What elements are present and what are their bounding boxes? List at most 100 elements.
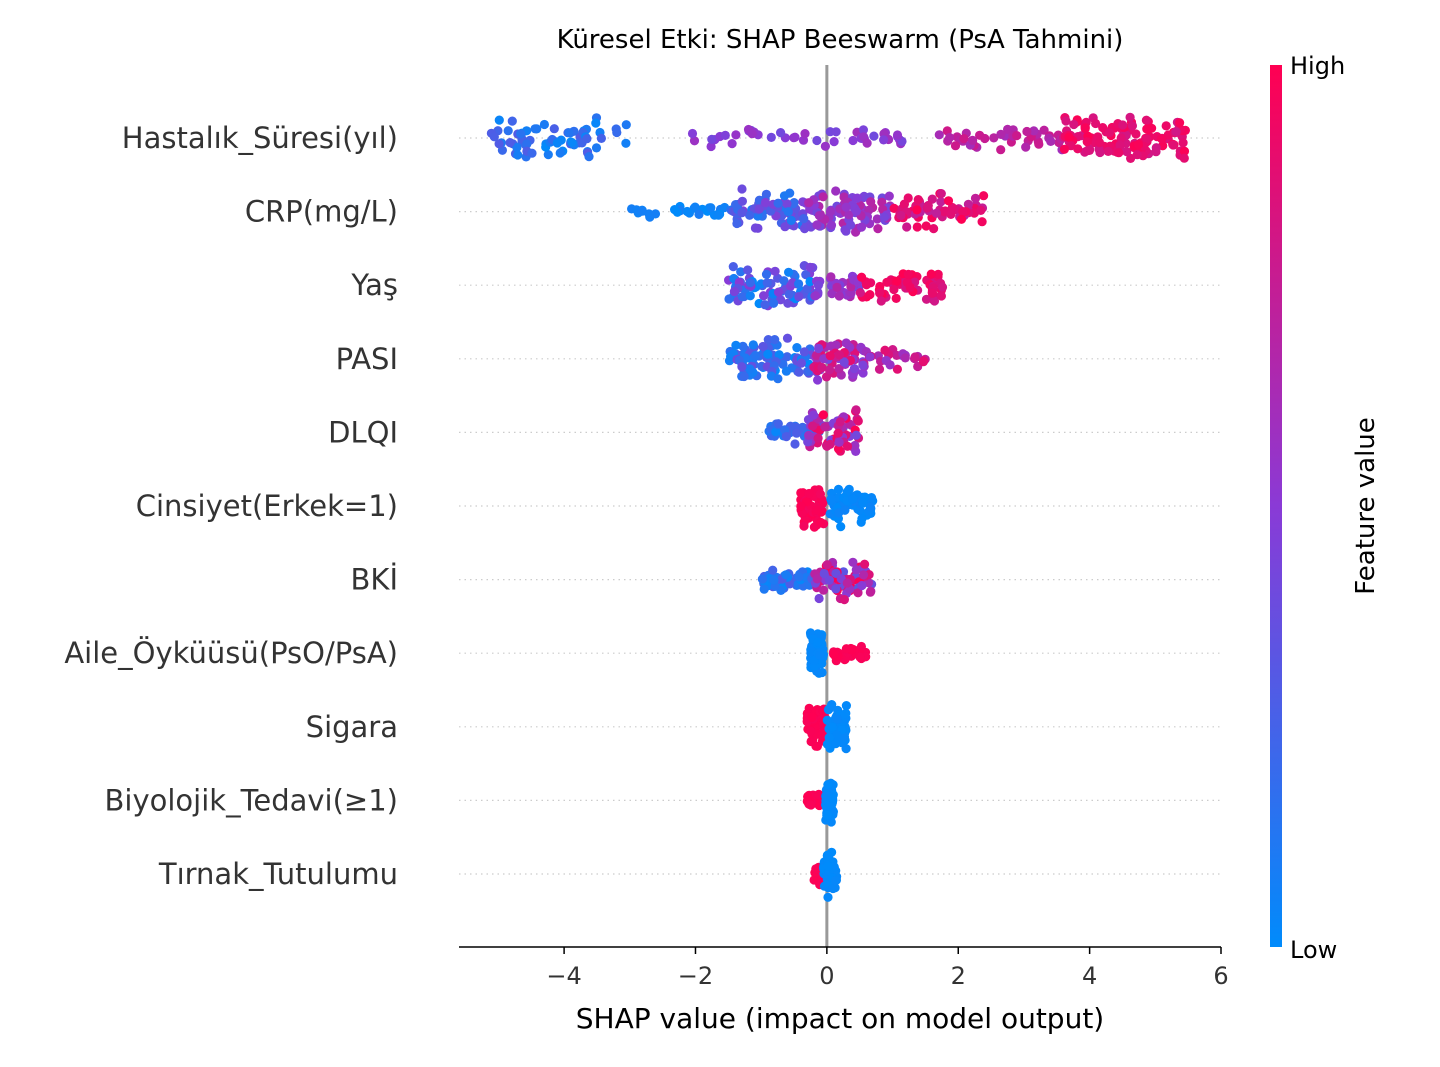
shap-point bbox=[760, 197, 771, 208]
shap-point bbox=[650, 209, 661, 219]
shap-point bbox=[812, 574, 822, 584]
shap-point bbox=[786, 215, 796, 225]
shap-point bbox=[780, 222, 790, 232]
shap-point bbox=[788, 199, 798, 209]
shap-point bbox=[873, 224, 883, 234]
shap-point bbox=[682, 206, 692, 217]
shap-point bbox=[621, 138, 631, 148]
shap-point bbox=[815, 489, 826, 499]
shap-point bbox=[799, 521, 809, 531]
shap-point bbox=[813, 637, 823, 647]
shap-point bbox=[840, 709, 850, 719]
shap-point bbox=[829, 649, 839, 659]
shap-point bbox=[706, 141, 716, 152]
shap-point bbox=[831, 127, 841, 137]
shap-point bbox=[818, 410, 829, 420]
shap-point bbox=[816, 517, 826, 528]
shap-point bbox=[812, 135, 822, 146]
shap-point bbox=[714, 210, 724, 220]
shap-point bbox=[799, 214, 809, 224]
x-ticks: −4 −2 0 2 4 6 bbox=[546, 947, 1229, 990]
shap-point bbox=[834, 437, 844, 447]
shap-point bbox=[637, 206, 647, 216]
shap-point bbox=[516, 129, 526, 139]
shap-point bbox=[552, 138, 562, 148]
shap-point bbox=[1012, 131, 1022, 141]
shap-point bbox=[808, 410, 819, 420]
chart-title: Küresel Etki: SHAP Beeswarm (PsA Tahmini… bbox=[557, 25, 1124, 55]
shap-point bbox=[865, 352, 875, 362]
shap-point bbox=[737, 362, 747, 372]
shap-point bbox=[564, 128, 574, 138]
shap-point bbox=[539, 119, 550, 130]
shap-point bbox=[779, 276, 789, 286]
shap-point bbox=[805, 276, 815, 287]
colorbar-title: Feature value bbox=[1351, 417, 1381, 595]
shap-point bbox=[745, 210, 755, 220]
shap-point bbox=[818, 192, 828, 202]
shap-point bbox=[750, 350, 761, 361]
shap-point bbox=[926, 269, 936, 279]
shap-point bbox=[839, 732, 850, 742]
shap-point bbox=[825, 439, 835, 449]
shap-point bbox=[813, 280, 824, 290]
shap-point bbox=[976, 205, 986, 215]
shap-point bbox=[977, 217, 987, 227]
shap-point bbox=[792, 428, 802, 438]
shap-point bbox=[823, 780, 833, 790]
shap-point bbox=[808, 421, 818, 431]
shap-point bbox=[826, 220, 837, 230]
shap-point bbox=[858, 125, 869, 135]
shap-point bbox=[1116, 133, 1126, 143]
shap-point bbox=[799, 347, 810, 357]
shap-point bbox=[866, 197, 876, 207]
shap-point bbox=[841, 644, 852, 654]
shap-point bbox=[933, 269, 943, 279]
shap-point bbox=[731, 200, 741, 210]
shap-point bbox=[856, 222, 867, 232]
shap-point bbox=[1151, 147, 1161, 157]
feature-label: CRP(mg/L) bbox=[245, 195, 398, 229]
shap-point bbox=[724, 294, 734, 304]
shap-point bbox=[591, 118, 601, 128]
shap-point bbox=[852, 193, 862, 203]
colorbar-high-label: High bbox=[1290, 52, 1345, 80]
shap-point bbox=[748, 340, 758, 350]
shap-point bbox=[783, 207, 793, 217]
shap-point bbox=[805, 800, 816, 810]
shap-point bbox=[759, 584, 769, 594]
shap-point bbox=[804, 430, 814, 440]
shap-point bbox=[813, 375, 823, 385]
shap-point bbox=[900, 353, 910, 363]
shap-point bbox=[1171, 127, 1181, 137]
shap-point bbox=[824, 365, 835, 375]
shap-point bbox=[720, 130, 730, 140]
shap-point bbox=[731, 130, 741, 140]
shap-point bbox=[1179, 153, 1189, 163]
shap-point bbox=[802, 284, 812, 294]
shap-point bbox=[858, 498, 868, 508]
shap-point bbox=[861, 280, 872, 290]
x-tick-label: −2 bbox=[678, 962, 713, 990]
shap-point bbox=[945, 132, 955, 143]
x-tick-label: −4 bbox=[546, 962, 581, 990]
shap-point bbox=[773, 287, 784, 297]
shap-point bbox=[591, 143, 602, 153]
shap-point bbox=[706, 203, 716, 213]
shap-point bbox=[621, 120, 631, 130]
shap-point bbox=[1133, 139, 1144, 150]
shap-point bbox=[753, 223, 763, 233]
shap-point bbox=[828, 793, 838, 803]
shap-point bbox=[1122, 147, 1132, 157]
shap-point bbox=[1168, 140, 1178, 150]
shap-point bbox=[822, 850, 832, 861]
feature-label: DLQI bbox=[328, 415, 398, 449]
shap-point bbox=[737, 292, 748, 302]
shap-point bbox=[1115, 140, 1125, 150]
shap-point bbox=[827, 494, 837, 504]
shap-point bbox=[821, 791, 831, 801]
shap-point bbox=[968, 135, 978, 145]
shap-point bbox=[936, 189, 946, 199]
shap-point bbox=[937, 282, 948, 292]
colorbar-low-label: Low bbox=[1290, 936, 1337, 964]
